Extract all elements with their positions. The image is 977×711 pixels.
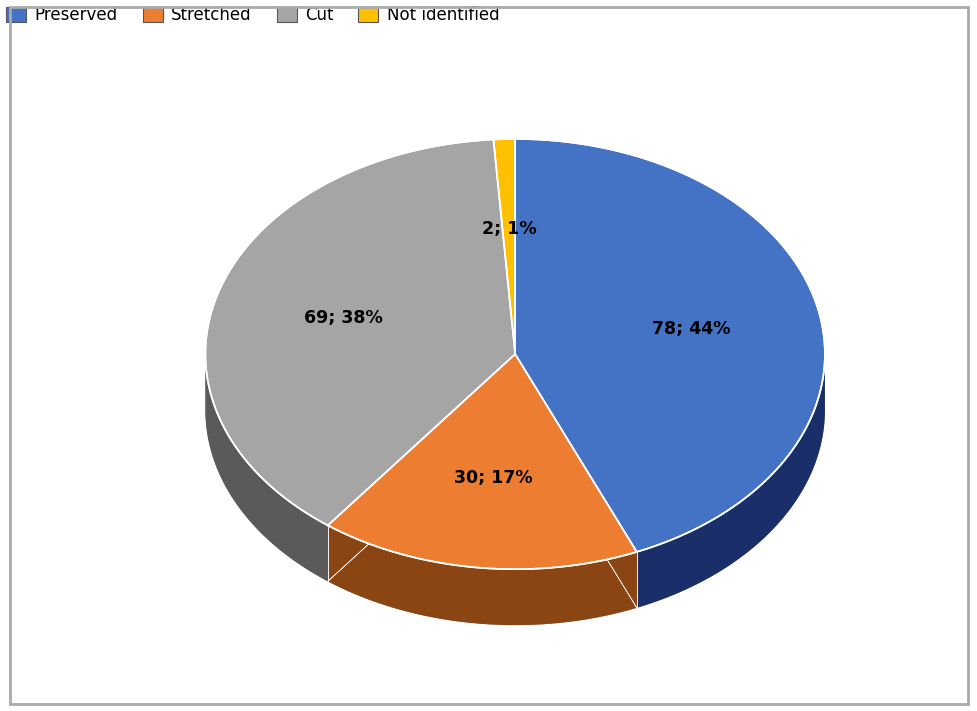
Polygon shape (636, 354, 824, 608)
Text: 69; 38%: 69; 38% (303, 309, 382, 328)
Text: 78; 44%: 78; 44% (652, 320, 730, 338)
Polygon shape (515, 139, 824, 552)
Polygon shape (493, 139, 515, 354)
Polygon shape (327, 354, 515, 582)
Polygon shape (205, 355, 327, 582)
Polygon shape (327, 354, 636, 570)
Polygon shape (515, 354, 636, 608)
Polygon shape (515, 354, 636, 608)
Polygon shape (205, 354, 824, 625)
Text: 2; 1%: 2; 1% (481, 220, 535, 238)
Legend: Preserved, Stretched, Cut, Not identified: Preserved, Stretched, Cut, Not identifie… (0, 0, 505, 31)
Polygon shape (205, 139, 515, 525)
Polygon shape (327, 525, 636, 625)
Polygon shape (327, 354, 515, 582)
Text: 30; 17%: 30; 17% (453, 469, 531, 487)
